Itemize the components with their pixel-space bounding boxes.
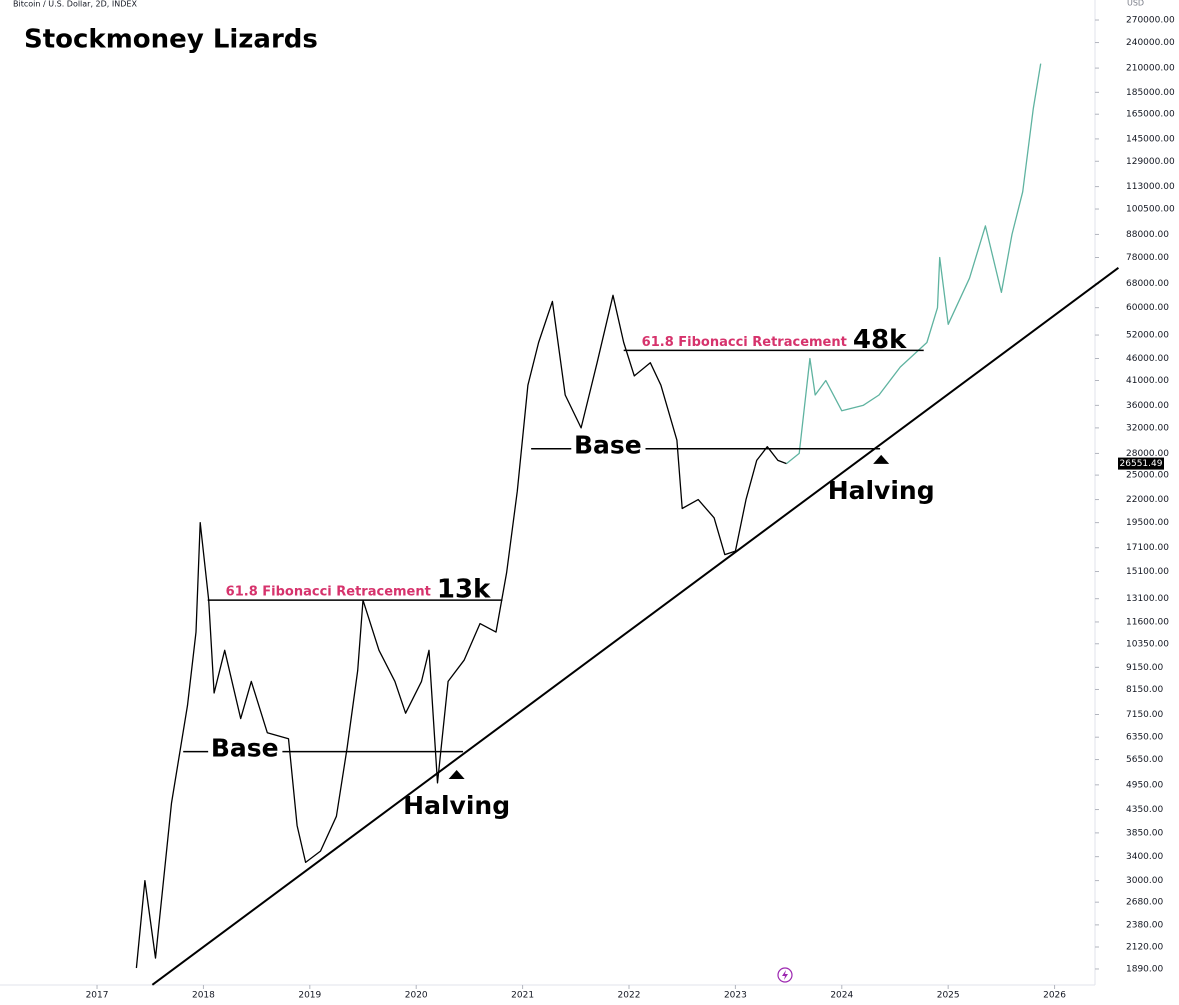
lightning-icon (777, 967, 793, 983)
last-price-box (1118, 457, 1164, 470)
y-tick-label: 88000.00 (1126, 230, 1169, 240)
y-tick-label: 19500.00 (1126, 518, 1169, 528)
y-axis-label: USD (1127, 0, 1144, 8)
subtitle: Bitcoin / U.S. Dollar, 2D, INDEX (13, 0, 137, 9)
halving-label: Halving (828, 476, 935, 505)
y-tick-label: 41000.00 (1126, 376, 1169, 386)
x-tick-label: 2021 (511, 991, 534, 1001)
y-tick-label: 60000.00 (1126, 303, 1169, 313)
x-tick-label: 2023 (724, 991, 747, 1001)
y-tick-label: 15100.00 (1126, 567, 1169, 577)
y-tick-label: 3850.00 (1126, 828, 1163, 838)
base-label: Base (574, 431, 642, 460)
y-tick-label: 3000.00 (1126, 876, 1163, 886)
y-tick-label: 46000.00 (1126, 354, 1169, 364)
lightning-glyph (782, 970, 788, 980)
level-tag: 13k (437, 575, 491, 605)
base-label: Base (211, 734, 279, 763)
y-tick-label: 5650.00 (1126, 755, 1163, 765)
y-tick-label: 6350.00 (1126, 733, 1163, 743)
halving-marker (448, 769, 465, 779)
y-tick-label: 113000.00 (1126, 182, 1175, 192)
y-tick-label: 7150.00 (1126, 710, 1163, 720)
trendline (151, 267, 1120, 986)
y-tick-label: 36000.00 (1126, 401, 1169, 411)
x-tick-label: 2020 (405, 991, 428, 1001)
x-tick-label: 2022 (618, 991, 641, 1001)
y-tick-label: 17100.00 (1126, 543, 1169, 553)
y-tick-label: 25000.00 (1126, 471, 1169, 481)
y-tick-label: 3400.00 (1126, 852, 1163, 862)
y-tick-label: 10350.00 (1126, 639, 1169, 649)
y-tick-label: 52000.00 (1126, 331, 1169, 341)
y-tick-label: 4350.00 (1126, 805, 1163, 815)
y-tick-label: 8150.00 (1126, 685, 1163, 695)
y-tick-label: 1890.00 (1126, 964, 1163, 974)
price-line (135, 294, 787, 969)
level-label: 61.8 Fibonacci Retracement (642, 335, 847, 350)
y-tick-label: 78000.00 (1126, 253, 1169, 263)
y-tick-label: 210000.00 (1126, 64, 1175, 74)
chart-title: Stockmoney Lizards (24, 25, 318, 55)
level-label: 61.8 Fibonacci Retracement (226, 585, 431, 600)
x-tick-label: 2026 (1043, 991, 1066, 1001)
x-tick-label: 2018 (192, 991, 215, 1001)
x-tick-label: 2024 (830, 991, 853, 1001)
y-tick-label: 28000.00 (1126, 449, 1169, 459)
y-tick-label: 32000.00 (1126, 423, 1169, 433)
y-tick-label: 9150.00 (1126, 663, 1163, 673)
x-tick-label: 2017 (86, 991, 109, 1001)
y-tick-label: 240000.00 (1126, 38, 1175, 48)
y-tick-label: 4950.00 (1126, 780, 1163, 790)
y-tick-label: 2680.00 (1126, 898, 1163, 908)
y-tick-label: 270000.00 (1126, 16, 1175, 26)
halving-marker (873, 454, 890, 464)
y-tick-label: 145000.00 (1126, 134, 1175, 144)
y-tick-label: 2120.00 (1126, 943, 1163, 953)
y-tick-label: 129000.00 (1126, 157, 1175, 167)
y-tick-label: 185000.00 (1126, 88, 1175, 98)
y-tick-label: 2380.00 (1126, 920, 1163, 930)
last-price-label: 26551.49 (1120, 459, 1163, 469)
y-tick-label: 100500.00 (1126, 205, 1175, 215)
x-tick-label: 2019 (298, 991, 321, 1001)
y-tick-label: 11600.00 (1126, 617, 1169, 627)
x-tick-label: 2025 (937, 991, 960, 1001)
y-tick-label: 165000.00 (1126, 110, 1175, 120)
y-tick-label: 13100.00 (1126, 594, 1169, 604)
y-tick-label: 68000.00 (1126, 279, 1169, 289)
price-line (786, 63, 1042, 465)
y-tick-label: 22000.00 (1126, 495, 1169, 505)
level-tag: 48k (853, 325, 907, 355)
halving-label: Halving (403, 791, 510, 820)
